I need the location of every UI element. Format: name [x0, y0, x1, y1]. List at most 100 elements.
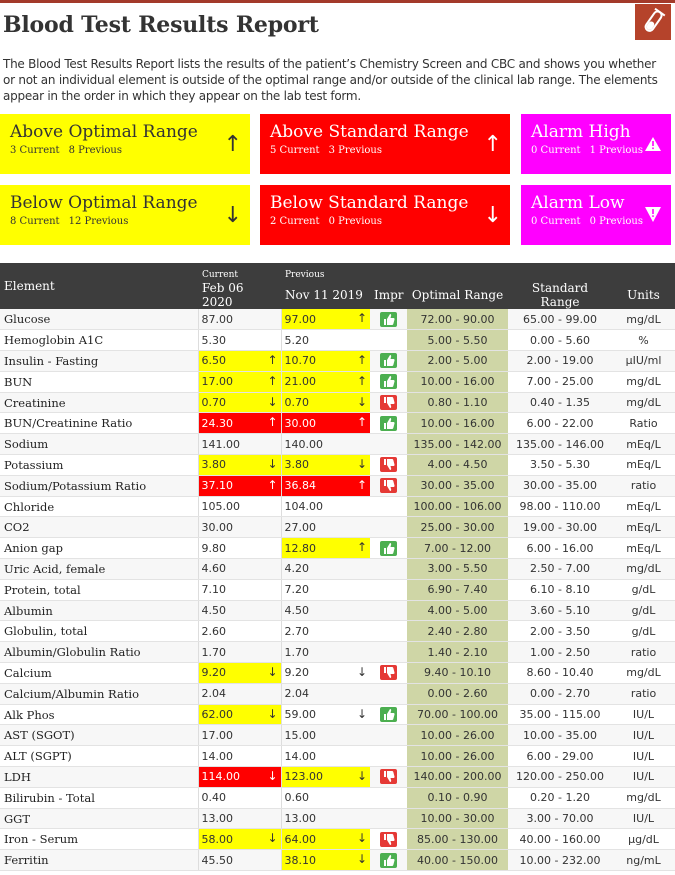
- table-row: Calcium/Albumin Ratio 2.04 2.04 0.00 - 2.60…: [0, 683, 675, 705]
- previous-value: 59.00 ↓: [280, 704, 370, 726]
- header-units: Units: [612, 281, 675, 309]
- table-row: Chloride 105.00 104.00 100.00 - 106.00 98.00…: [0, 496, 675, 518]
- table-row: Uric Acid, female 4.60 4.20 3.00 - 5.50 2.50…: [0, 558, 675, 580]
- table-row: Hemoglobin A1C 5.30 5.20 5.00 - 5.50 0.00 - …: [0, 329, 675, 352]
- table-row: Sodium 141.00 140.00 135.00 - 142.00 135.00 …: [0, 433, 675, 456]
- arrow-down-icon: ↓: [483, 203, 502, 228]
- table-row: GGT 13.00 13.00 10.00 - 30.00 3.00 - 70.00 IU…: [0, 808, 675, 830]
- optimal-range: 10.00 - 16.00: [407, 412, 508, 435]
- improvement-cell: [370, 662, 407, 684]
- element-name: Protein, total: [0, 579, 198, 601]
- previous-value: 12.80 ↑: [280, 537, 370, 560]
- card-title: Below Standard Range: [270, 193, 469, 213]
- current-value: 24.30 ↑: [197, 412, 281, 435]
- table-row: Iron - Serum 58.00 ↓ 64.00 ↓ 85.00 - 130.00 40…: [0, 828, 675, 851]
- optimal-range: 3.00 - 5.50: [407, 558, 508, 580]
- optimal-range: 0.10 - 0.90: [407, 787, 508, 809]
- optimal-range: 85.00 - 130.00: [407, 828, 508, 851]
- standard-range: 1.00 - 2.50: [508, 641, 612, 664]
- element-name: Albumin/Globulin Ratio: [0, 641, 198, 664]
- improvement-cell: [370, 329, 407, 352]
- current-value: 9.20 ↓: [197, 662, 281, 684]
- alarm-low-card[interactable]: Alarm Low 0 Current 0 Previous: [521, 185, 671, 245]
- standard-range: 40.00 - 160.00: [508, 828, 612, 851]
- thumbs-up-icon: [380, 852, 397, 868]
- previous-value: 5.20: [280, 329, 370, 352]
- improvement-cell: [370, 828, 407, 851]
- previous-value: 64.00 ↓: [280, 828, 370, 851]
- optimal-range: 72.00 - 90.00: [407, 309, 508, 331]
- thumbs-up-icon: [380, 374, 397, 390]
- previous-value: 0.60: [280, 787, 370, 809]
- alarm-high-card[interactable]: Alarm High 0 Current 1 Previous: [521, 114, 671, 174]
- trend-arrow-icon: ↓: [356, 831, 367, 846]
- trend-arrow-icon: ↓: [356, 665, 367, 680]
- unit: mg/dL: [612, 662, 675, 684]
- current-value: 2.60: [197, 620, 281, 643]
- header-element: Element: [0, 263, 198, 309]
- improvement-cell: [370, 683, 407, 705]
- unit: %: [612, 329, 675, 352]
- below-optimal-card[interactable]: Below Optimal Range 8 Current 12 Previous…: [0, 185, 250, 245]
- card-current: 3 Current: [10, 145, 60, 156]
- improvement-cell: [370, 350, 407, 372]
- current-value: 0.70 ↓: [197, 392, 281, 414]
- current-value: 58.00 ↓: [197, 828, 281, 851]
- above-optimal-card[interactable]: Above Optimal Range 3 Current 8 Previous …: [0, 114, 250, 174]
- optimal-range: 0.00 - 2.60: [407, 683, 508, 705]
- element-name: Uric Acid, female: [0, 558, 198, 580]
- current-value: 6.50 ↑: [197, 350, 281, 372]
- thumbs-up-icon: [380, 311, 397, 327]
- current-value: 45.50: [197, 849, 281, 872]
- optimal-range: 5.00 - 5.50: [407, 329, 508, 352]
- arrow-up-icon: ↑: [483, 132, 502, 157]
- standard-range: 30.00 - 35.00: [508, 475, 612, 497]
- standard-range: 10.00 - 232.00: [508, 849, 612, 872]
- current-value: 62.00 ↓: [197, 704, 281, 726]
- improvement-cell: [370, 724, 407, 747]
- table-row: Albumin/Globulin Ratio 1.70 1.70 1.40 - 2.1…: [0, 641, 675, 664]
- previous-value: 1.70: [280, 641, 370, 664]
- unit: IU/L: [612, 724, 675, 747]
- optimal-range: 4.00 - 4.50: [407, 454, 508, 476]
- card-title: Above Optimal Range: [10, 122, 198, 142]
- trend-arrow-icon: ↓: [356, 394, 367, 409]
- current-value: 4.50: [197, 600, 281, 622]
- standard-range: 6.00 - 22.00: [508, 412, 612, 435]
- unit: ng/mL: [612, 849, 675, 872]
- above-standard-card[interactable]: Above Standard Range 5 Current 3 Previous…: [260, 114, 510, 174]
- previous-value: 14.00: [280, 745, 370, 768]
- trend-arrow-icon: ↓: [356, 852, 367, 867]
- previous-value: 97.00 ↑: [280, 309, 370, 331]
- card-title: Alarm High: [531, 122, 631, 142]
- previous-value: 4.20: [280, 558, 370, 580]
- optimal-range: 25.00 - 30.00: [407, 516, 508, 539]
- previous-value: 3.80 ↓: [280, 454, 370, 476]
- trend-arrow-icon: ↑: [356, 353, 367, 368]
- element-name: GGT: [0, 808, 198, 830]
- standard-range: 0.00 - 2.70: [508, 683, 612, 705]
- element-name: Albumin: [0, 600, 198, 622]
- trend-arrow-icon: ↓: [267, 394, 278, 409]
- previous-value: 10.70 ↑: [280, 350, 370, 372]
- element-name: Calcium: [0, 662, 198, 684]
- unit: mg/dL: [612, 787, 675, 809]
- results-table: Element Current Previous Feb 06 2020 Nov…: [0, 263, 675, 872]
- card-previous: 0 Previous: [328, 216, 382, 227]
- current-value: 0.40: [197, 787, 281, 809]
- previous-value: 13.00: [280, 808, 370, 830]
- unit: Ratio: [612, 412, 675, 435]
- optimal-range: 10.00 - 16.00: [407, 371, 508, 393]
- unit: mEq/L: [612, 496, 675, 518]
- element-name: Iron - Serum: [0, 828, 198, 851]
- unit: mg/dL: [612, 392, 675, 414]
- optimal-range: 6.90 - 7.40: [407, 579, 508, 601]
- standard-range: 6.00 - 29.00: [508, 745, 612, 768]
- optimal-range: 1.40 - 2.10: [407, 641, 508, 664]
- card-current: 0 Current: [531, 145, 581, 156]
- below-standard-card[interactable]: Below Standard Range 2 Current 0 Previous…: [260, 185, 510, 245]
- table-row: Glucose 87.00 97.00 ↑ 72.00 - 90.00 65.00 - 9…: [0, 309, 675, 331]
- standard-range: 0.00 - 5.60: [508, 329, 612, 352]
- improvement-cell: [370, 516, 407, 539]
- unit: µg/dL: [612, 828, 675, 851]
